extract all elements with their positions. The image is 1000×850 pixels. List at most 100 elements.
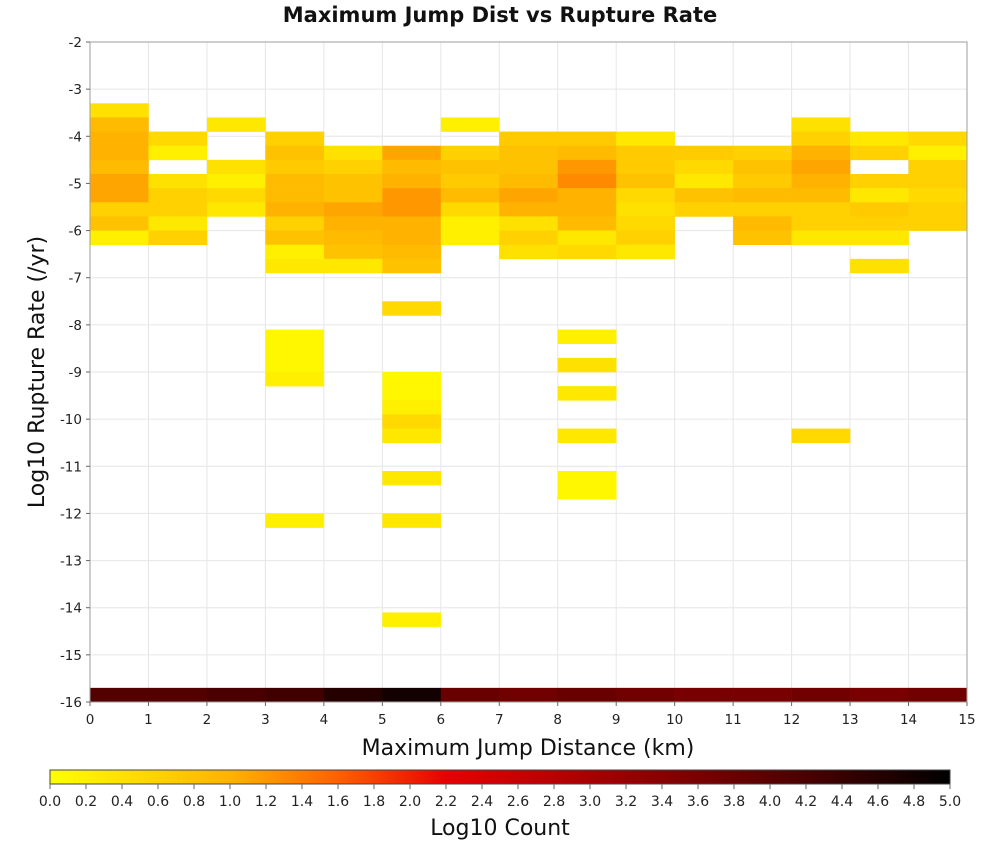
heatmap-cell <box>265 174 325 189</box>
y-tick-label: -4 <box>69 129 82 145</box>
heatmap-cell <box>791 131 851 147</box>
heatmap-cell <box>440 117 500 132</box>
heatmap-cell <box>850 216 909 231</box>
heatmap-cell <box>440 188 500 203</box>
colorbar-tick-label: 0.6 <box>147 794 169 810</box>
heatmap-cell <box>499 131 559 147</box>
colorbar-tick-label: 4.4 <box>831 794 853 810</box>
heatmap-cell <box>499 159 559 175</box>
heatmap-cell <box>557 159 617 175</box>
heatmap-cell <box>674 145 734 161</box>
colorbar-title: Log10 Count <box>430 816 570 841</box>
y-tick-label: -5 <box>69 176 82 192</box>
heatmap-cell <box>733 145 792 161</box>
heatmap-cell <box>791 428 851 444</box>
x-tick-label: 2 <box>203 712 212 728</box>
heatmap-cell <box>850 145 909 161</box>
heatmap-cell <box>323 159 383 175</box>
heatmap-cell <box>557 485 617 500</box>
y-tick-label: -9 <box>69 365 82 381</box>
heatmap-cell <box>265 329 325 345</box>
heatmap-cell <box>908 216 968 231</box>
heatmap-cell <box>382 301 442 316</box>
heatmap-cell <box>850 188 909 203</box>
heatmap-cell <box>557 386 617 401</box>
heatmap-cell <box>265 372 325 387</box>
heatmap-cell <box>323 202 383 217</box>
heatmap-cell <box>382 471 442 486</box>
colorbar-tick-label: 1.2 <box>255 794 277 810</box>
heatmap-cell <box>323 216 383 231</box>
x-tick-label: 3 <box>261 712 270 728</box>
heatmap-cell <box>382 687 442 703</box>
x-tick-label: 15 <box>958 712 975 728</box>
colorbar-tick-label: 5.0 <box>939 794 961 810</box>
x-axis-ticks: 0 1 2 3 4 5 6 7 8 9 10 11 12 13 14 15 <box>86 702 976 728</box>
heatmap-cell <box>791 145 851 161</box>
heatmap-cell <box>265 131 325 147</box>
colorbar-ticks: 0.0 0.2 0.4 0.6 0.8 1.0 1.2 1.4 1.6 1.8 2.0 2.2 2.4 2… <box>39 784 961 810</box>
heatmap-cell <box>850 131 909 147</box>
heatmap-cell <box>206 174 266 189</box>
heatmap-cell <box>674 159 734 175</box>
heatmap-cell <box>206 117 266 132</box>
heatmap-cell <box>382 216 442 231</box>
heatmap-cell <box>323 188 383 203</box>
heatmap-cell <box>499 230 559 246</box>
heatmap-cell <box>265 230 325 246</box>
x-tick-label: 0 <box>86 712 95 728</box>
heatmap-cell <box>616 188 675 203</box>
heatmap-cell <box>733 216 792 231</box>
colorbar-tick-label: 2.8 <box>543 794 565 810</box>
heatmap-cell <box>616 131 675 147</box>
heatmap-cell <box>557 357 617 373</box>
heatmap-cell <box>382 258 442 274</box>
heatmap-cell <box>206 687 266 703</box>
heatmap-cell <box>206 159 266 175</box>
heatmap-cell <box>90 159 149 175</box>
y-tick-label: -16 <box>60 695 82 711</box>
x-tick-label: 14 <box>900 712 917 728</box>
colorbar-tick-label: 2.2 <box>435 794 457 810</box>
heatmap-cell <box>265 145 325 161</box>
y-tick-label: -10 <box>60 412 82 428</box>
heatmap-cell <box>557 174 617 189</box>
heatmap-cell <box>908 159 968 175</box>
heatmap-cell <box>265 513 325 528</box>
colorbar-tick-label: 4.0 <box>759 794 781 810</box>
heatmap-cell <box>382 159 442 175</box>
x-tick-label: 4 <box>320 712 329 728</box>
x-tick-label: 11 <box>725 712 742 728</box>
heatmap-cell <box>148 202 208 217</box>
x-tick-label: 5 <box>378 712 387 728</box>
heatmap-cell <box>557 188 617 203</box>
colorbar-tick-label: 3.0 <box>579 794 601 810</box>
heatmap-cell <box>733 230 792 246</box>
heatmap-cell <box>90 202 149 217</box>
heatmap-cell <box>323 230 383 246</box>
heatmap-cell <box>265 216 325 231</box>
y-tick-label: -7 <box>69 271 82 287</box>
heatmap-cell <box>265 188 325 203</box>
y-tick-label: -13 <box>60 554 82 570</box>
heatmap-cell <box>791 216 851 231</box>
colorbar-tick-label: 0.8 <box>183 794 205 810</box>
heatmap-cell <box>850 174 909 189</box>
x-tick-label: 9 <box>612 712 621 728</box>
heatmap-cell <box>148 230 208 246</box>
heatmap-cell <box>908 202 968 217</box>
y-tick-label: -11 <box>60 459 82 475</box>
heatmap-cell <box>265 357 325 373</box>
heatmap-cell <box>440 687 500 703</box>
colorbar-tick-label: 0.0 <box>39 794 61 810</box>
y-tick-label: -14 <box>60 601 82 617</box>
y-tick-label: -2 <box>69 35 82 51</box>
colorbar-tick-label: 1.8 <box>363 794 385 810</box>
heatmap-cell <box>382 400 442 415</box>
heatmap-cell <box>499 216 559 231</box>
colorbar-tick-label: 4.8 <box>903 794 925 810</box>
heatmap-cell <box>323 258 383 274</box>
x-tick-label: 1 <box>144 712 153 728</box>
heatmap-cell <box>557 202 617 217</box>
heatmap-cell <box>908 145 968 161</box>
